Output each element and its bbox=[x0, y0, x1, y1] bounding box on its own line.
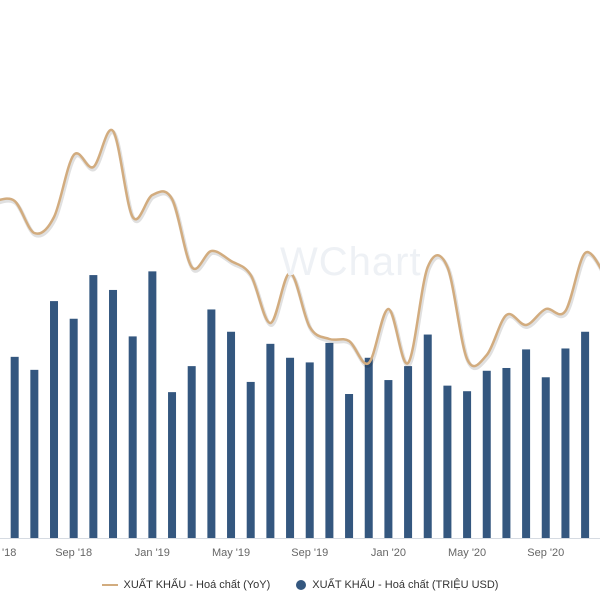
bar[interactable] bbox=[207, 309, 216, 538]
bar[interactable] bbox=[384, 380, 393, 538]
x-axis: '18 Sep '18 Jan '19 May '19 Sep '19 Jan '20 Ma… bbox=[0, 538, 600, 559]
bar[interactable] bbox=[10, 356, 19, 538]
legend-dot-swatch bbox=[296, 580, 307, 590]
bar[interactable] bbox=[89, 275, 98, 538]
line-series bbox=[0, 128, 600, 371]
bar[interactable] bbox=[109, 289, 118, 538]
bar[interactable] bbox=[30, 369, 39, 538]
x-tick-label: May '20 bbox=[448, 547, 486, 559]
bar[interactable] bbox=[522, 349, 531, 538]
bar[interactable] bbox=[581, 331, 590, 538]
legend-line-swatch bbox=[101, 584, 118, 586]
bar[interactable] bbox=[364, 357, 373, 538]
bar[interactable] bbox=[561, 348, 570, 538]
x-tick-label: Jan '20 bbox=[371, 547, 406, 559]
bar-series bbox=[10, 271, 590, 538]
bar[interactable] bbox=[227, 331, 236, 538]
bar[interactable] bbox=[246, 381, 255, 538]
bar[interactable] bbox=[325, 342, 334, 538]
bar[interactable] bbox=[482, 370, 491, 538]
bar[interactable] bbox=[423, 334, 432, 538]
bar[interactable] bbox=[541, 377, 550, 538]
x-tick-label: Sep '18 bbox=[55, 547, 92, 559]
bar[interactable] bbox=[463, 391, 472, 538]
chart-area: '18 Sep '18 Jan '19 May '19 Sep '19 Jan '20 Ma… bbox=[0, 128, 600, 559]
bar[interactable] bbox=[286, 357, 295, 538]
x-tick-label: Sep '19 bbox=[291, 547, 328, 559]
bar[interactable] bbox=[50, 301, 59, 538]
legend-item-yoy[interactable]: XUẤT KHẨU - Hoá chất (YoY) bbox=[101, 579, 271, 591]
legend: XUẤT KHẨU - Hoá chất (YoY) XUẤT KHẨU - H… bbox=[0, 574, 600, 596]
bar[interactable] bbox=[443, 385, 452, 538]
yoy-line[interactable] bbox=[0, 128, 600, 368]
x-tick-label: Sep '20 bbox=[527, 547, 564, 559]
bar[interactable] bbox=[305, 362, 314, 538]
legend-label-value: XUẤT KHẨU - Hoá chất (TRIỆU USD) bbox=[312, 579, 499, 591]
bar[interactable] bbox=[502, 367, 511, 538]
x-tick-label: May '19 bbox=[212, 547, 250, 559]
x-tick-label: '18 bbox=[2, 547, 16, 559]
bar[interactable] bbox=[187, 366, 196, 538]
bar[interactable] bbox=[69, 318, 78, 538]
x-tick-label: Jan '19 bbox=[135, 547, 170, 559]
bar[interactable] bbox=[168, 392, 177, 538]
bar[interactable] bbox=[404, 366, 413, 538]
bar[interactable] bbox=[266, 343, 275, 538]
bar[interactable] bbox=[148, 271, 157, 538]
bar[interactable] bbox=[128, 336, 137, 538]
legend-label-yoy: XUẤT KHẨU - Hoá chất (YoY) bbox=[123, 579, 271, 591]
bar[interactable] bbox=[345, 394, 354, 538]
legend-item-value[interactable]: XUẤT KHẨU - Hoá chất (TRIỆU USD) bbox=[296, 579, 498, 591]
